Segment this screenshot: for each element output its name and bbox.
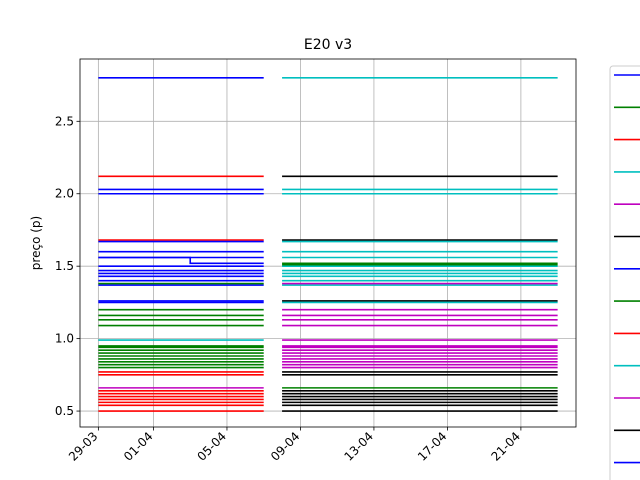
y-axis-label: preço (p): [29, 216, 43, 270]
data-series: [98, 77, 558, 412]
plot-area-frame: [79, 58, 577, 428]
x-tick-label: 21-04: [488, 429, 523, 464]
x-axis-ticks: 29-03 01-04 05-04 09-04 13-04 17-04 21-04: [66, 427, 523, 464]
y-axis-ticks: 0.5 1.0 1.5 2.0 2.5: [55, 114, 80, 418]
x-tick-label: 17-04: [415, 429, 450, 464]
y-tick-label: 0.5: [55, 404, 74, 418]
y-tick-label: 1.0: [55, 332, 74, 346]
x-tick-label: 09-04: [268, 429, 303, 464]
x-tick-label: 13-04: [341, 429, 376, 464]
x-tick-label: 05-04: [195, 429, 230, 464]
legend: [609, 65, 640, 480]
chart-title: E20 v3: [304, 37, 352, 53]
x-tick-label: 01-04: [121, 429, 156, 464]
y-tick-label: 2.0: [55, 187, 74, 201]
price-step-line: [98, 256, 264, 265]
y-tick-label: 2.5: [55, 114, 74, 128]
y-tick-label: 1.5: [55, 259, 74, 273]
legend-frame: [609, 65, 640, 480]
x-tick-label: 29-03: [66, 429, 101, 464]
